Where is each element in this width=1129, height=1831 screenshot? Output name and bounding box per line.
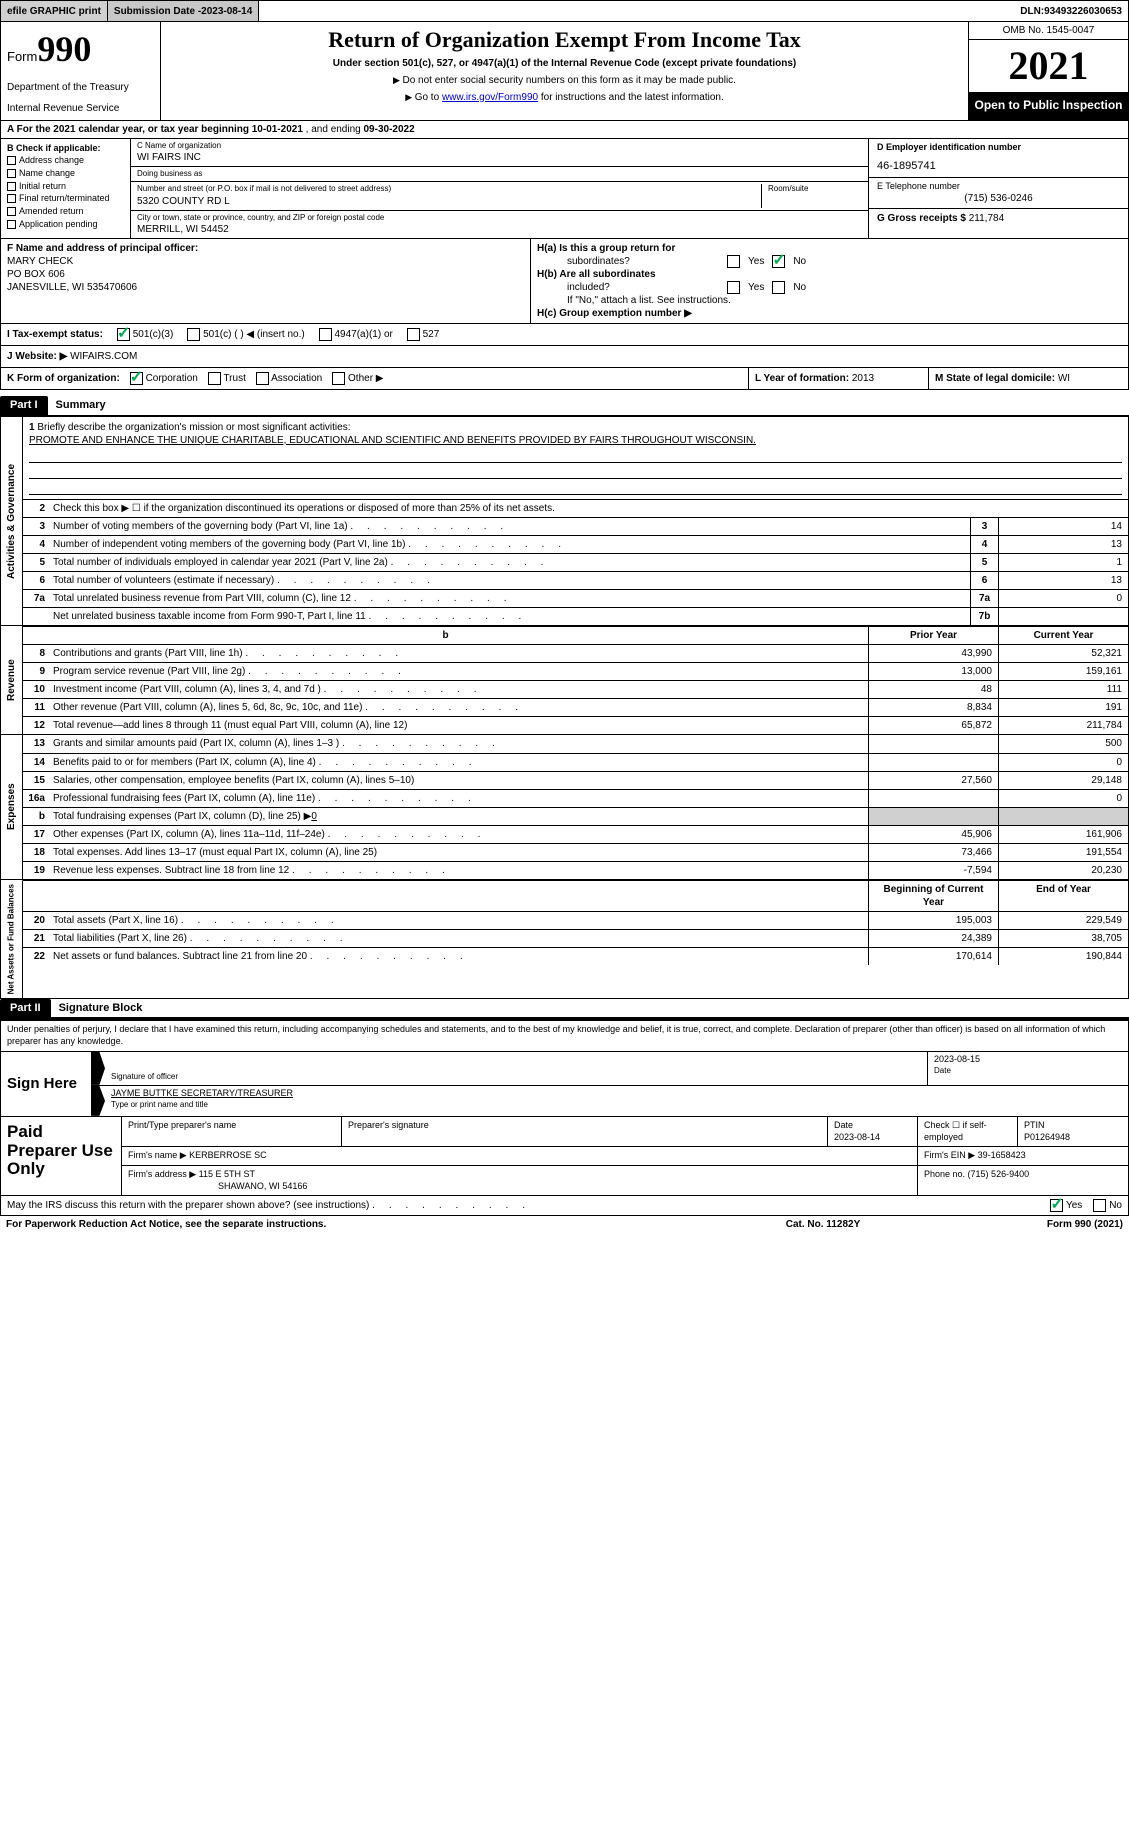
section-de: D Employer identification number 46-1895… xyxy=(868,139,1128,239)
ein: 46-1895741 xyxy=(877,159,1120,173)
officer-name: MARY CHECK xyxy=(7,255,524,268)
year-formation: L Year of formation: 2013 xyxy=(748,368,928,389)
cat-no: Cat. No. 11282Y xyxy=(723,1218,923,1231)
ptin: P01264948 xyxy=(1024,1132,1070,1142)
chk-address-change[interactable] xyxy=(7,156,16,165)
officer-name-title: JAYME BUTTKE SECRETARY/TREASURER xyxy=(111,1088,1122,1100)
chk-other[interactable] xyxy=(332,372,345,385)
note-link: Go to www.irs.gov/Form990 for instructio… xyxy=(167,91,962,104)
chk-501c3[interactable] xyxy=(117,328,130,341)
vlabel-activities: Activities & Governance xyxy=(1,417,23,625)
hb-no[interactable] xyxy=(772,281,785,294)
form-header: Form990 Department of the Treasury Inter… xyxy=(0,22,1129,121)
form-subtitle: Under section 501(c), 527, or 4947(a)(1)… xyxy=(167,57,962,70)
ha-no[interactable] xyxy=(772,255,785,268)
v3: 14 xyxy=(998,518,1128,535)
chk-4947[interactable] xyxy=(319,328,332,341)
officer-addr2: JANESVILLE, WI 535470606 xyxy=(7,281,524,294)
chk-assoc[interactable] xyxy=(256,372,269,385)
dept-treasury: Department of the Treasury xyxy=(7,81,154,94)
block-fh: F Name and address of principal officer:… xyxy=(0,239,1129,324)
row-i-tax-exempt: I Tax-exempt status: 501(c)(3) 501(c) ( … xyxy=(0,324,1129,346)
officer-addr1: PO BOX 606 xyxy=(7,268,524,281)
irs-link[interactable]: www.irs.gov/Form990 xyxy=(442,92,538,103)
part1-header: Part ISummary xyxy=(0,396,1129,416)
org-street: 5320 COUNTY RD L xyxy=(137,195,755,208)
gross-receipts: G Gross receipts $ 211,784 xyxy=(869,208,1128,228)
signature-block: Under penalties of perjury, I declare th… xyxy=(0,1019,1129,1196)
vlabel-expenses: Expenses xyxy=(1,735,23,879)
form-number: Form990 xyxy=(7,26,154,73)
sig-arrow-icon xyxy=(91,1052,105,1085)
v6: 13 xyxy=(998,572,1128,589)
summary-revenue: Revenue b Prior Year Current Year 8Contr… xyxy=(0,626,1129,735)
ha-yes[interactable] xyxy=(727,255,740,268)
website: WIFAIRS.COM xyxy=(70,350,137,363)
chk-corp[interactable] xyxy=(130,372,143,385)
pra-notice: For Paperwork Reduction Act Notice, see … xyxy=(6,1218,723,1231)
efile-label[interactable]: efile GRAPHIC print xyxy=(1,1,108,21)
discuss-yes[interactable] xyxy=(1050,1199,1063,1212)
firm-addr1: 115 E 5TH ST xyxy=(199,1169,255,1179)
section-c: C Name of organization WI FAIRS INC Doin… xyxy=(131,139,868,239)
hb-yes[interactable] xyxy=(727,281,740,294)
chk-final-return[interactable] xyxy=(7,194,16,203)
chk-501c[interactable] xyxy=(187,328,200,341)
vlabel-netassets: Net Assets or Fund Balances xyxy=(1,880,23,998)
row-a-tax-year: A For the 2021 calendar year, or tax yea… xyxy=(0,121,1129,139)
summary-activities: Activities & Governance 1 Briefly descri… xyxy=(0,417,1129,626)
firm-name: KERBERROSE SC xyxy=(189,1150,267,1160)
vlabel-revenue: Revenue xyxy=(1,626,23,734)
dln: DLN: 93493226030653 xyxy=(1014,1,1128,21)
org-name: WI FAIRS INC xyxy=(137,151,862,164)
chk-app-pending[interactable] xyxy=(7,220,16,229)
sig-arrow-icon xyxy=(91,1086,105,1116)
summary-expenses: Expenses 13Grants and similar amounts pa… xyxy=(0,735,1129,880)
open-to-public: Open to Public Inspection xyxy=(969,92,1128,120)
chk-name-change[interactable] xyxy=(7,169,16,178)
omb-number: OMB No. 1545-0047 xyxy=(969,22,1128,40)
discuss-no[interactable] xyxy=(1093,1199,1106,1212)
row-klm: K Form of organization: Corporation Trus… xyxy=(0,368,1129,390)
footer-discuss: May the IRS discuss this return with the… xyxy=(0,1196,1129,1216)
bottom-bar: For Paperwork Reduction Act Notice, see … xyxy=(0,1216,1129,1233)
chk-527[interactable] xyxy=(407,328,420,341)
sign-here-label: Sign Here xyxy=(1,1052,91,1116)
chk-amended[interactable] xyxy=(7,207,16,216)
phone: (715) 536-0246 xyxy=(877,192,1120,205)
form-title: Return of Organization Exempt From Incom… xyxy=(167,26,962,55)
org-city: MERRILL, WI 54452 xyxy=(137,223,862,236)
irs: Internal Revenue Service xyxy=(7,102,154,115)
paid-preparer-label: Paid Preparer Use Only xyxy=(1,1117,121,1195)
mission-text: PROMOTE AND ENHANCE THE UNIQUE CHARITABL… xyxy=(29,435,756,446)
firm-phone: (715) 526-9400 xyxy=(968,1169,1030,1179)
form-ref: Form 990 (2021) xyxy=(923,1218,1123,1231)
state-domicile: M State of legal domicile: WI xyxy=(928,368,1128,389)
row-j-website: J Website: ▶ WIFAIRS.COM xyxy=(0,346,1129,368)
v4: 13 xyxy=(998,536,1128,553)
submission-date: Submission Date - 2023-08-14 xyxy=(108,1,259,21)
note-ssn: Do not enter social security numbers on … xyxy=(167,74,962,87)
v7b xyxy=(998,608,1128,625)
block-bcd: B Check if applicable: Address change Na… xyxy=(0,139,1129,240)
summary-netassets: Net Assets or Fund Balances Beginning of… xyxy=(0,880,1129,999)
topbar: efile GRAPHIC print Submission Date - 20… xyxy=(0,0,1129,22)
section-b: B Check if applicable: Address change Na… xyxy=(1,139,131,239)
firm-ein: 39-1658423 xyxy=(978,1150,1026,1160)
sig-declaration: Under penalties of perjury, I declare th… xyxy=(1,1021,1128,1050)
firm-addr2: SHAWANO, WI 54166 xyxy=(128,1181,307,1191)
part2-header: Part IISignature Block xyxy=(0,999,1129,1019)
paid-preparer: Paid Preparer Use Only Print/Type prepar… xyxy=(1,1116,1128,1195)
chk-initial-return[interactable] xyxy=(7,182,16,191)
tax-year: 2021 xyxy=(969,40,1128,92)
sig-date: 2023-08-15 xyxy=(934,1054,1122,1066)
v5: 1 xyxy=(998,554,1128,571)
chk-trust[interactable] xyxy=(208,372,221,385)
v7a: 0 xyxy=(998,590,1128,607)
